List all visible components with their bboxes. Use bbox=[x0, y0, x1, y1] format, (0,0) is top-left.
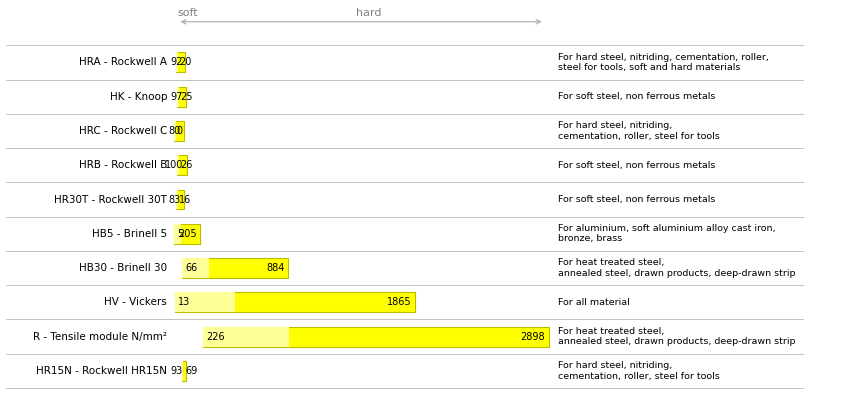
Text: 884: 884 bbox=[267, 263, 284, 273]
Text: For all material: For all material bbox=[558, 298, 630, 307]
Text: For hard steel, nitriding,
cementation, roller, steel for tools: For hard steel, nitriding, cementation, … bbox=[558, 121, 720, 141]
Text: For heat treated steel,
annealed steel, drawn products, deep-drawn strip: For heat treated steel, annealed steel, … bbox=[558, 327, 796, 346]
Text: 83: 83 bbox=[169, 194, 181, 204]
Text: For hard steel, nitriding,
cementation, roller, steel for tools: For hard steel, nitriding, cementation, … bbox=[558, 361, 720, 380]
Text: 92: 92 bbox=[170, 58, 182, 68]
Text: HRB - Rockwell B: HRB - Rockwell B bbox=[78, 160, 167, 170]
Text: For aluminium, soft aluminium alloy cast iron,
bronze, brass: For aluminium, soft aluminium alloy cast… bbox=[558, 224, 776, 244]
Text: 2898: 2898 bbox=[521, 332, 545, 342]
Text: 97: 97 bbox=[170, 92, 183, 102]
Text: HR30T - Rockwell 30T: HR30T - Rockwell 30T bbox=[54, 194, 167, 204]
Bar bbox=[174, 224, 181, 244]
Text: 0: 0 bbox=[176, 126, 183, 136]
Text: 205: 205 bbox=[178, 229, 197, 239]
Text: HK - Knoop: HK - Knoop bbox=[110, 92, 167, 102]
Text: For soft steel, non ferrous metals: For soft steel, non ferrous metals bbox=[558, 195, 716, 204]
Bar bbox=[177, 155, 187, 175]
Bar bbox=[176, 87, 187, 107]
Text: 20: 20 bbox=[179, 58, 192, 68]
Text: 226: 226 bbox=[206, 332, 225, 342]
Bar bbox=[176, 190, 184, 210]
Text: hard: hard bbox=[356, 8, 381, 18]
Bar bbox=[176, 87, 179, 107]
Bar bbox=[176, 190, 178, 210]
Text: 100: 100 bbox=[165, 160, 183, 170]
Text: HRA - Rockwell A: HRA - Rockwell A bbox=[79, 58, 167, 68]
Text: 80: 80 bbox=[169, 126, 181, 136]
Bar bbox=[182, 258, 208, 278]
Bar bbox=[176, 292, 235, 312]
Text: R - Tensile module N/mm²: R - Tensile module N/mm² bbox=[33, 332, 167, 342]
Bar bbox=[203, 327, 289, 346]
Text: 69: 69 bbox=[186, 366, 198, 376]
Text: HB5 - Brinell 5: HB5 - Brinell 5 bbox=[92, 229, 167, 239]
Text: 16: 16 bbox=[179, 194, 191, 204]
Bar bbox=[176, 52, 186, 72]
Bar bbox=[174, 224, 200, 244]
Bar bbox=[176, 52, 178, 72]
Bar bbox=[176, 292, 415, 312]
Text: HR15N - Rockwell HR15N: HR15N - Rockwell HR15N bbox=[36, 366, 167, 376]
Bar bbox=[177, 155, 179, 175]
Text: 5: 5 bbox=[177, 229, 184, 239]
Text: HRC - Rockwell C: HRC - Rockwell C bbox=[78, 126, 167, 136]
Text: HB30 - Brinell 30: HB30 - Brinell 30 bbox=[79, 263, 167, 273]
Text: 25: 25 bbox=[180, 92, 192, 102]
Text: soft: soft bbox=[177, 8, 198, 18]
Bar bbox=[182, 361, 186, 381]
Text: For hard steel, nitriding, cementation, roller,
steel for tools, soft and hard m: For hard steel, nitriding, cementation, … bbox=[558, 53, 769, 72]
Bar bbox=[174, 121, 184, 141]
Text: For heat treated steel,
annealed steel, drawn products, deep-drawn strip: For heat treated steel, annealed steel, … bbox=[558, 258, 796, 278]
Bar bbox=[182, 258, 288, 278]
Bar bbox=[203, 327, 549, 346]
Text: 13: 13 bbox=[178, 297, 191, 307]
Bar bbox=[174, 121, 176, 141]
Text: 93: 93 bbox=[170, 366, 182, 376]
Text: 66: 66 bbox=[186, 263, 197, 273]
Text: For soft steel, non ferrous metals: For soft steel, non ferrous metals bbox=[558, 92, 716, 101]
Text: HV - Vickers: HV - Vickers bbox=[105, 297, 167, 307]
Text: 1865: 1865 bbox=[387, 297, 412, 307]
Text: For soft steel, non ferrous metals: For soft steel, non ferrous metals bbox=[558, 161, 716, 170]
Text: 26: 26 bbox=[180, 160, 192, 170]
